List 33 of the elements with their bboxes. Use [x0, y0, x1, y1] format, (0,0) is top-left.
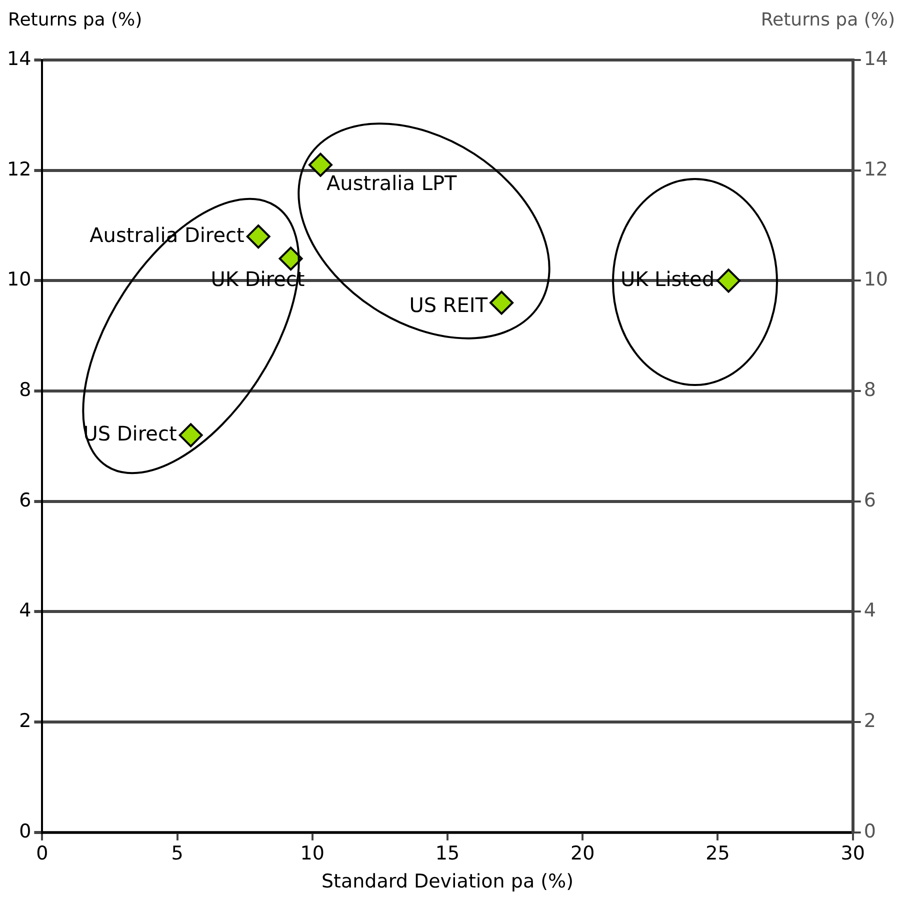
y2-tick-label: 0 — [864, 820, 876, 842]
y2-tick-label: 12 — [864, 158, 888, 180]
y-tick-label: 4 — [19, 600, 32, 622]
y-tick-label: 8 — [19, 378, 32, 401]
y2-tick-label: 10 — [864, 268, 888, 291]
y-tick-label: 14 — [6, 48, 32, 70]
point — [490, 290, 514, 315]
annotation: US REIT — [409, 292, 488, 317]
y-tick-label: 0 — [19, 820, 32, 842]
x-tick-label: 0 — [36, 842, 48, 865]
point — [246, 224, 270, 249]
y-tick-label: 12 — [6, 158, 32, 180]
y2-tick-label: 6 — [864, 489, 876, 512]
y-tick-label: 6 — [19, 489, 32, 512]
x-tick-label: 5 — [171, 842, 184, 865]
x-tick-label: 20 — [570, 842, 595, 865]
x-tick-label: 25 — [706, 842, 730, 865]
y2-tick-label: 2 — [864, 710, 876, 732]
y-tick-label: 2 — [19, 710, 32, 732]
y2-tick-label: 8 — [864, 378, 876, 401]
point — [278, 246, 303, 271]
y-tick-label: 10 — [6, 268, 32, 291]
point — [716, 268, 741, 293]
x-tick-label: 30 — [840, 842, 865, 865]
y2-tick-label: 4 — [864, 600, 876, 622]
x-tick-label: 15 — [435, 842, 460, 865]
point — [178, 423, 203, 448]
x-axis-title: Standard Deviation pa (%) — [321, 870, 574, 893]
annotation: Australia LPT — [326, 171, 458, 196]
y2-axis-title: Returns pa (%) — [760, 10, 895, 31]
y2-tick-label: 14 — [864, 48, 888, 70]
x-tick-label: 10 — [300, 842, 324, 865]
y-axis-title: Returns pa (%) — [8, 10, 142, 31]
